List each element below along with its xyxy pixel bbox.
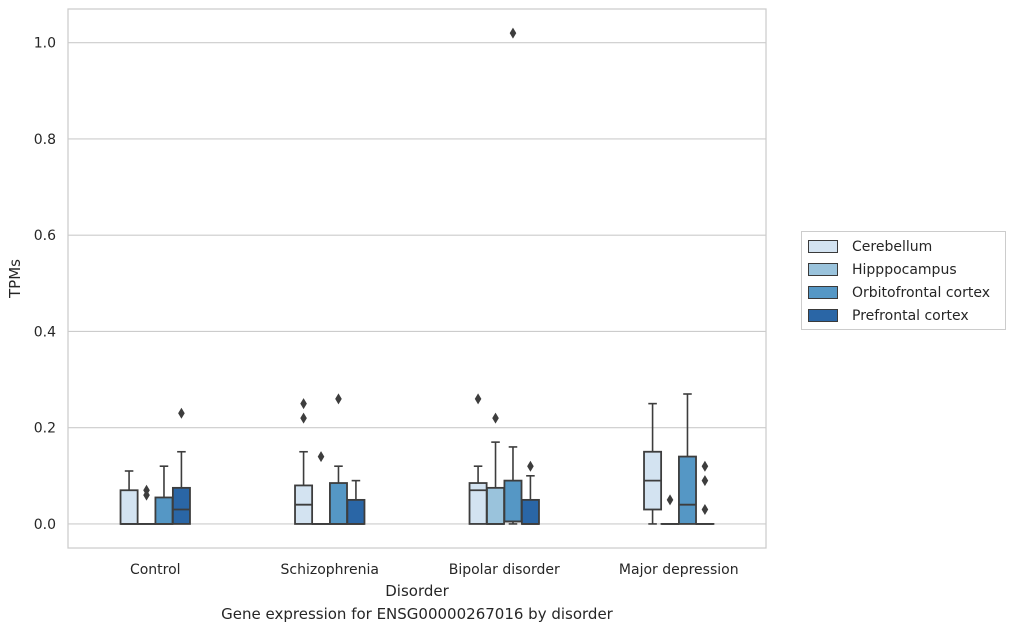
box-series xyxy=(119,27,715,525)
legend-label-cerebellum: Cerebellum xyxy=(852,238,933,255)
y-tick-label: 0.8 xyxy=(34,132,56,148)
x-tick-label: Schizophrenia xyxy=(281,562,379,578)
box-2-3 xyxy=(520,460,540,525)
outlier-marker xyxy=(527,460,534,472)
box-body xyxy=(486,486,505,525)
outlier-marker xyxy=(317,451,325,463)
legend-swatch-prefrontal-cortex xyxy=(808,309,838,322)
box-3-3 xyxy=(695,460,715,525)
box-0-2 xyxy=(154,465,174,525)
y-tick-label: 0.2 xyxy=(34,421,56,437)
box-1-0 xyxy=(294,398,314,525)
outlier-marker xyxy=(666,494,674,506)
x-tick-label: Bipolar disorder xyxy=(449,562,560,578)
chart-caption: Gene expression for ENSG00000267016 by d… xyxy=(221,605,613,623)
box-1-1 xyxy=(311,451,331,525)
box-body xyxy=(154,496,174,525)
box-0-1 xyxy=(137,484,156,525)
outlier-marker xyxy=(701,475,709,487)
legend-label-prefrontal-cortex: Prefrontal cortex xyxy=(852,307,969,324)
outlier-marker xyxy=(300,398,307,410)
y-tick-label: 1.0 xyxy=(34,36,56,52)
legend-swatch-cerebellum xyxy=(808,240,838,253)
box-body xyxy=(119,489,139,525)
box-3-1 xyxy=(660,494,680,525)
legend-item-orbitofrontal-cortex: Orbitofrontal cortex xyxy=(802,281,1005,304)
x-tick-labels: Control Schizophrenia Bipolar disorder Majo… xyxy=(130,562,739,578)
box-body xyxy=(346,498,366,525)
box-2-1 xyxy=(486,412,505,525)
x-tick-label: Major depression xyxy=(619,562,739,578)
box-1-2 xyxy=(329,393,348,525)
x-tick-label: Control xyxy=(130,562,181,578)
outlier-marker xyxy=(509,27,517,39)
outlier-marker xyxy=(300,412,307,424)
y-tick-label: 0.6 xyxy=(34,228,56,244)
box-body xyxy=(171,486,191,525)
legend-item-hippocampus: Hipppocampus xyxy=(802,258,1005,281)
box-3-2 xyxy=(678,393,697,525)
y-tick-label: 0.4 xyxy=(34,324,56,340)
box-body xyxy=(503,479,523,523)
outlier-marker xyxy=(701,460,709,472)
outlier-marker xyxy=(474,393,482,405)
box-body xyxy=(520,498,540,525)
y-tick-labels: 0.0 0.2 0.4 0.6 0.8 1.0 xyxy=(34,36,56,533)
box-1-3 xyxy=(346,479,366,525)
outlier-marker xyxy=(143,484,150,496)
y-axis-label: TPMs xyxy=(6,259,24,299)
legend-label-hippocampus: Hipppocampus xyxy=(852,261,957,278)
box-0-3 xyxy=(171,407,191,525)
box-body xyxy=(468,482,488,525)
box-body xyxy=(678,455,697,525)
plot-frame xyxy=(67,8,767,549)
legend-swatch-hippocampus xyxy=(808,263,838,276)
legend-item-cerebellum: Cerebellum xyxy=(802,235,1005,258)
legend: Cerebellum Hipppocampus Orbitofrontal co… xyxy=(801,231,1006,330)
y-tick-label: 0.0 xyxy=(34,517,56,533)
box-0-0 xyxy=(119,470,139,525)
x-axis-label: Disorder xyxy=(385,582,449,600)
box-2-0 xyxy=(468,393,488,525)
outlier-marker xyxy=(701,504,709,515)
outlier-marker xyxy=(492,412,499,424)
box-2-2 xyxy=(503,27,523,525)
outlier-marker xyxy=(335,393,342,405)
outlier-marker xyxy=(178,407,185,419)
legend-swatch-orbitofrontal-cortex xyxy=(808,286,838,299)
legend-label-orbitofrontal-cortex: Orbitofrontal cortex xyxy=(852,284,990,301)
box-body xyxy=(329,482,348,525)
legend-item-prefrontal-cortex: Prefrontal cortex xyxy=(802,304,1005,327)
box-3-0 xyxy=(643,402,663,525)
